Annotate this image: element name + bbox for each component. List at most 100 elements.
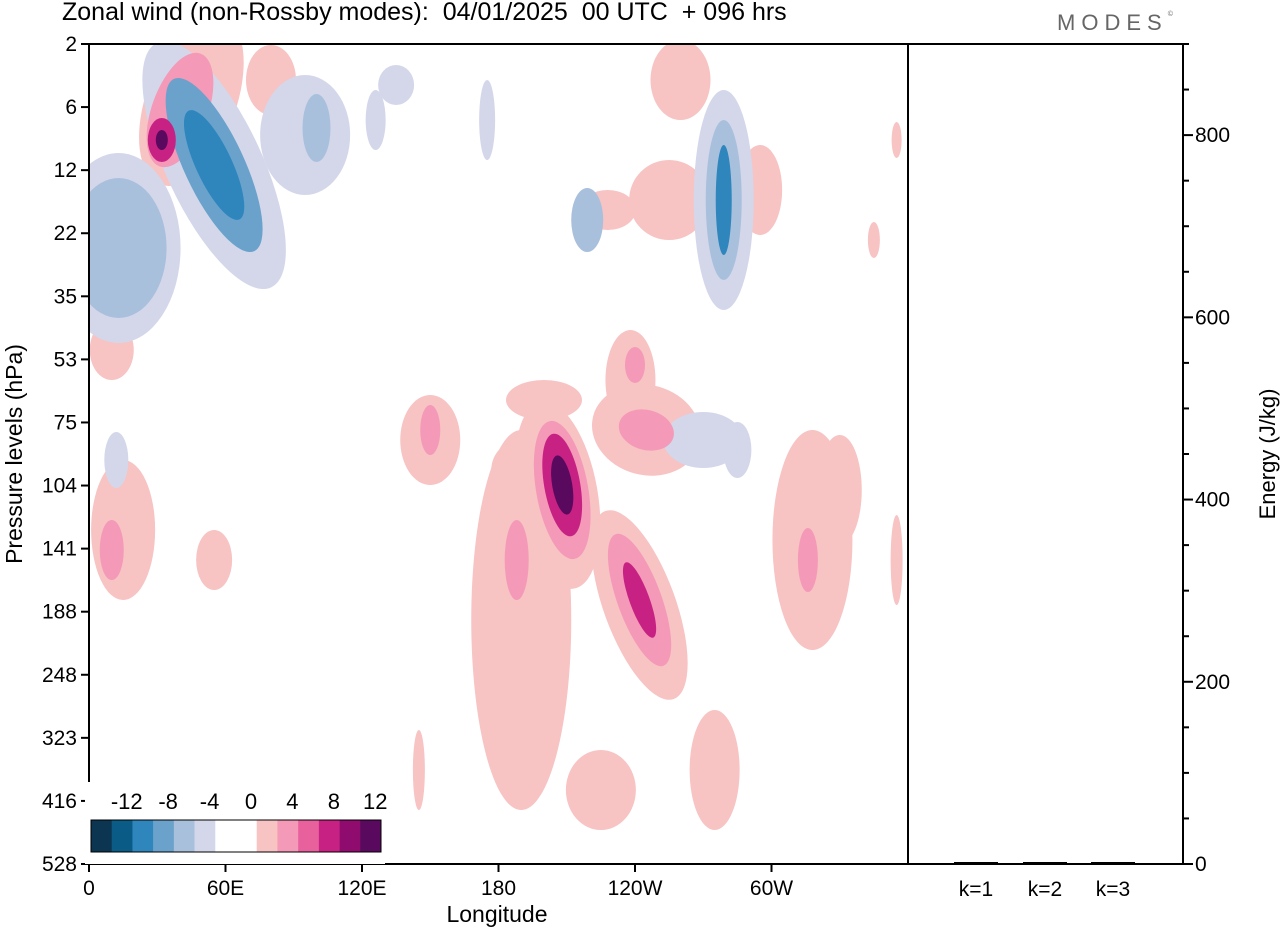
negative-wind-contour <box>663 412 744 468</box>
modes-logo: MODES© <box>1057 10 1173 36</box>
y-tick-label: 188 <box>42 601 77 624</box>
positive-wind-contour <box>506 380 582 420</box>
chart-title: Zonal wind (non-Rossby modes): 04/01/202… <box>62 0 787 26</box>
pressure-ticks: 2 6 12 22 35 53 75 104 141 188 248 323 416 528 <box>42 33 89 876</box>
negative-wind-contour <box>715 145 732 255</box>
energy-bar <box>1091 862 1135 864</box>
negative-wind-contour <box>183 110 245 220</box>
legend-border <box>90 819 382 853</box>
energy-tick-label: 600 <box>1195 306 1230 329</box>
energy-tick-label: 800 <box>1195 124 1230 147</box>
positive-wind-contour <box>155 130 168 150</box>
positive-wind-contour <box>196 530 233 590</box>
y-tick-label: 2 <box>65 33 77 56</box>
positive-wind-contour <box>797 528 818 592</box>
legend-label: 4 <box>286 789 298 814</box>
legend-swatch <box>277 820 299 852</box>
y-tick-label: 53 <box>54 348 77 371</box>
negative-wind-contour <box>242 660 255 720</box>
negative-wind-contour <box>104 432 129 488</box>
legend-swatch <box>298 820 320 852</box>
legend-swatch <box>256 820 278 852</box>
positive-wind-contour <box>817 435 862 545</box>
legend-label: -8 <box>158 789 178 814</box>
negative-wind-contour <box>378 65 415 105</box>
positive-wind-contour <box>629 160 710 240</box>
energy-category-label: k=2 <box>1028 878 1062 901</box>
x-tick-label: 60W <box>750 877 793 900</box>
y-tick-label: 416 <box>42 790 77 813</box>
positive-wind-contour <box>867 222 880 258</box>
energy-panel: 0 200 400 600 800 k=1 k=2 k=3 Energy (J/kg) <box>908 43 1280 901</box>
negative-wind-contour <box>723 422 752 478</box>
positive-wind-contour <box>689 710 740 830</box>
energy-category-label: k=1 <box>959 878 993 901</box>
legend-label: 12 <box>363 789 387 814</box>
x-tick-label: 120W <box>608 877 663 900</box>
y-tick-label: 6 <box>65 96 77 119</box>
y-tick-label: 22 <box>54 222 77 245</box>
y-axis-label: Pressure levels (hPa) <box>1 344 27 564</box>
negative-wind-contour <box>365 90 386 150</box>
x-tick-label: 0 <box>83 877 95 900</box>
legend-swatch <box>111 820 133 852</box>
energy-ticks: 0 200 400 600 800 <box>1183 43 1230 876</box>
y-tick-label: 75 <box>54 411 77 434</box>
y-tick-label: 12 <box>54 159 77 182</box>
legend-swatch <box>215 820 237 852</box>
energy-bar <box>1023 862 1067 864</box>
heatmap-contours <box>89 44 903 864</box>
positive-wind-contour <box>565 750 636 830</box>
legend-swatches <box>90 819 382 853</box>
y-tick-label: 104 <box>42 475 77 498</box>
positive-wind-contour <box>412 730 425 810</box>
legend-swatch <box>194 820 216 852</box>
energy-category-label: k=3 <box>1096 878 1130 901</box>
positive-wind-contour <box>420 405 441 455</box>
negative-wind-contour <box>479 80 496 160</box>
legend-swatch <box>91 820 113 852</box>
positive-wind-contour <box>625 347 645 383</box>
negative-wind-contour <box>410 670 427 750</box>
negative-wind-contour <box>457 830 518 864</box>
negative-wind-contour <box>492 330 573 370</box>
positive-wind-contour <box>650 44 711 120</box>
legend-label: -12 <box>111 789 143 814</box>
x-tick-label: 60E <box>207 877 244 900</box>
logo-text: MODES <box>1057 10 1168 35</box>
positive-wind-contour <box>891 122 902 158</box>
positive-wind-contour <box>504 520 529 600</box>
y-tick-label: 248 <box>42 664 77 687</box>
y-tick-label: 141 <box>42 538 77 561</box>
legend-labels: -12 -8 -4 0 4 8 12 <box>111 789 388 814</box>
legend-swatch <box>339 820 361 852</box>
positive-wind-contour <box>622 562 657 638</box>
logo-mark: © <box>1167 10 1173 18</box>
legend-swatch <box>173 820 195 852</box>
legend-swatch <box>132 820 154 852</box>
energy-bar <box>954 862 998 864</box>
positive-wind-contour <box>890 515 903 605</box>
heatmap-panel: 0 60E 120E 180 120W 60W 2 6 12 22 35 53 75 104 141 188… <box>1 33 909 927</box>
energy-axis-label: Energy (J/kg) <box>1255 389 1280 520</box>
negative-wind-contour <box>604 700 621 760</box>
legend-swatch <box>153 820 175 852</box>
negative-wind-contour <box>302 94 331 162</box>
legend-label: 0 <box>245 789 257 814</box>
legend-swatch <box>360 820 382 852</box>
negative-wind-contour <box>757 44 808 78</box>
x-tick-label: 120E <box>337 877 386 900</box>
energy-bars <box>954 862 1135 864</box>
negative-wind-contour <box>571 188 604 252</box>
longitude-ticks: 0 60E 120E 180 120W 60W <box>83 864 793 900</box>
y-tick-label: 323 <box>42 727 77 750</box>
energy-tick-label: 200 <box>1195 671 1230 694</box>
x-tick-label: 180 <box>481 877 516 900</box>
legend-swatch <box>318 820 340 852</box>
color-legend: -12 -8 -4 0 4 8 12 <box>85 782 388 864</box>
energy-tick-label: 400 <box>1195 489 1230 512</box>
y-tick-label: 528 <box>42 853 77 876</box>
legend-label: 8 <box>328 789 340 814</box>
positive-wind-contour <box>99 520 124 580</box>
